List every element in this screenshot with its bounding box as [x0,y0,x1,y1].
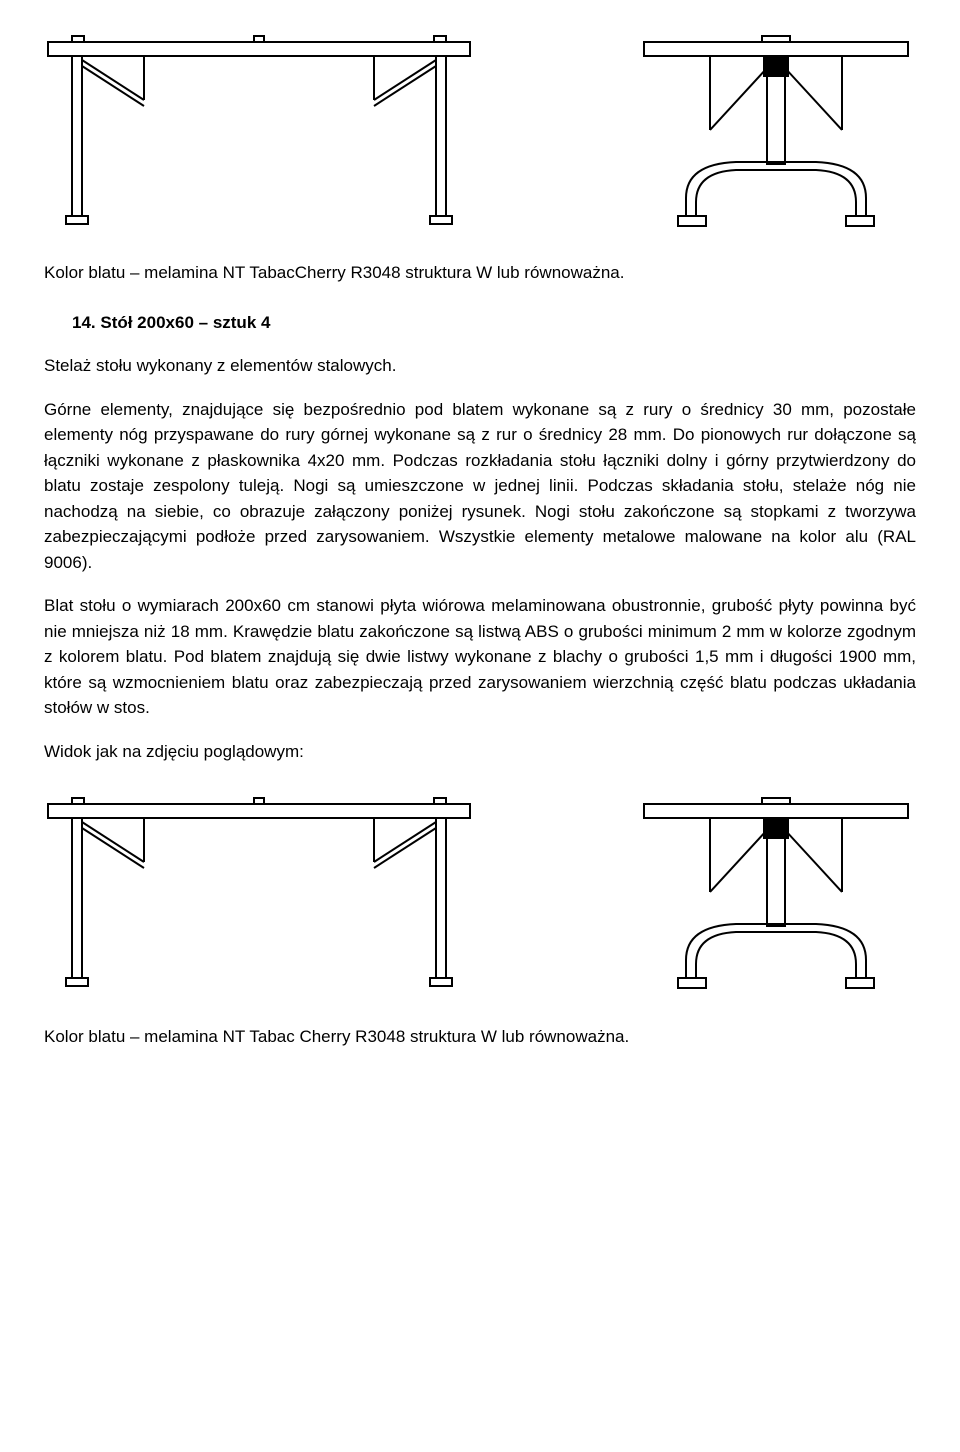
caption-bottom: Kolor blatu – melamina NT Tabac Cherry R… [44,1024,916,1050]
drawing-table-front-2 [44,794,474,994]
caption-top: Kolor blatu – melamina NT TabacCherry R3… [44,260,916,286]
view-label: Widok jak na zdjęciu poglądowym: [44,739,916,765]
paragraph-1: Górne elementy, znajdujące się bezpośred… [44,397,916,576]
intro-line: Stelaż stołu wykonany z elementów stalow… [44,353,916,379]
drawing-table-side [636,32,916,232]
drawing-table-front [44,32,474,232]
figures-row-bottom [44,794,916,994]
drawing-table-side-2 [636,794,916,994]
paragraph-2: Blat stołu o wymiarach 200x60 cm stanowi… [44,593,916,721]
figures-row-top [44,32,916,232]
section-title: 14. Stół 200x60 – sztuk 4 [72,310,916,336]
